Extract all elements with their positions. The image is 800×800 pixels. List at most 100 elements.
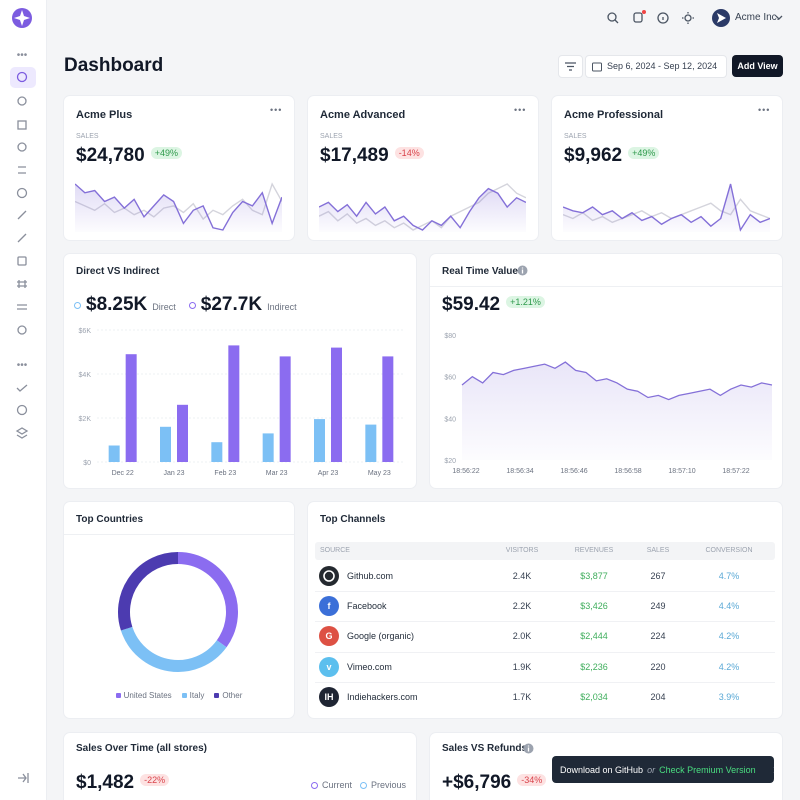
sparkline-line [563,183,770,232]
metric-value: $1,482 [76,772,135,793]
line-chart-card: Real Time Value $59.42 +1.21% $20 $40 $60 $80 1… [430,254,782,488]
sales-card: Acme Professional ••• SALES $9,962 +49% [552,96,782,240]
toast-link[interactable]: Check Premium Version [659,764,756,775]
logo-mark [14,10,30,26]
date-picker[interactable]: Sep 6, 2024 - Sep 12, 2024 [585,55,727,78]
y-tick-label: $60 [444,375,456,382]
toast-close[interactable] [772,765,774,775]
nav-icon[interactable] [16,187,28,199]
account-caret[interactable] [775,15,783,20]
x-tick-label: 18:56:46 [560,468,587,475]
sparkline [75,182,282,232]
cell: 2.2K [512,601,532,612]
total-name: Direct [152,301,176,312]
row-divider [315,621,775,623]
add-view-button[interactable]: Add View [732,55,783,77]
source-icon [319,566,339,586]
nav-icon[interactable] [17,304,27,310]
bar [211,442,223,462]
search-icon[interactable] [607,12,617,22]
sparkline-area [319,188,526,232]
nav-icon[interactable] [17,233,27,243]
nav-icon[interactable] [16,71,28,83]
filter-button[interactable] [558,55,583,78]
notifications-icon[interactable] [633,12,643,23]
legend-label: Current [322,780,353,790]
nav-icon[interactable] [17,96,27,106]
cell: 1.9K [512,661,532,672]
sparkline-line [75,183,282,231]
cell: 2.4K [512,571,532,581]
nav-icon[interactable] [15,427,29,439]
glyph [323,570,335,582]
card-title: Top Channels [320,514,386,525]
y-tick-label: $2K [79,416,92,423]
line [461,361,773,401]
account-name[interactable]: Acme Inc. [735,12,780,23]
sparkline [563,183,770,232]
column-header: SOURCE [320,547,350,554]
nav-icon[interactable] [17,280,27,288]
more-button[interactable]: ••• [270,105,283,115]
source-icon: v [319,656,339,677]
active-item [10,67,36,88]
theme-icon[interactable] [684,14,692,22]
nav-icon[interactable] [16,404,28,416]
nav-icon[interactable] [16,384,28,392]
y-tick-label: $40 [444,416,456,423]
page-title: Dashboard [64,55,164,76]
divider [430,286,782,287]
legend-swatch [214,693,220,698]
nav-icon[interactable] [17,256,27,266]
more-button[interactable]: ••• [514,105,527,115]
legend-label: United States [123,691,172,700]
y-tick-label: $6K [79,328,92,335]
nav-icon[interactable] [17,210,27,220]
card-title: Real Time Value [442,266,518,277]
cell: 249 [650,601,666,612]
avatar-mark [717,13,726,23]
toast: Download on GitHub or Check Premium Versio… [552,756,774,783]
calendar-icon [592,62,602,72]
nav-icon[interactable] [17,120,27,130]
sidebar: ••• ••• [0,0,47,800]
nav-icon[interactable] [17,325,27,335]
cell: 4.4% [718,601,740,612]
x-tick-label: 18:56:22 [452,468,479,475]
x-tick-label: 18:56:58 [614,468,641,475]
cell: 1.7K [512,691,532,702]
sales-card: Acme Plus ••• SALES $24,780 +49% [64,96,294,240]
metric-label: SALES [320,133,343,140]
sparkline-area [563,184,770,232]
column-header: REVENUES [574,547,614,554]
nav-icon[interactable] [18,166,26,174]
y-tick-label: $20 [444,458,456,465]
sales-over-time-card: Sales Over Time (all stores) $1,482 -22% Cu… [64,733,416,800]
bar [228,345,240,462]
info-icon[interactable] [657,12,669,24]
legend-item: Current [311,780,352,790]
cell: 267 [650,571,666,581]
legend-dot [74,301,81,309]
legend-item: Italy [181,691,204,700]
bar [279,356,291,462]
cell: 4.2% [718,631,740,642]
metric-row: +$6,796 -34% [442,772,547,794]
collapse-icon[interactable] [18,773,29,783]
nav-icon[interactable] [17,142,27,152]
more-button[interactable]: ••• [758,105,771,115]
bar [262,433,274,462]
change-badge: -14% [394,147,424,159]
column-header: CONVERSION [705,547,753,554]
metric-value: $9,962 [564,145,623,166]
y-tick-label: $4K [79,372,92,379]
bar [125,354,137,462]
cell: 220 [650,661,666,672]
sales-card: Acme Advanced ••• SALES $17,489 -14% [308,96,538,240]
table-card: Top Channels SOURCE VISITORS REVENUES SALES C… [308,502,782,718]
bar [160,426,171,462]
column-header: SALES [646,547,670,554]
change-badge: +49% [628,147,660,159]
legend-swatch [181,693,187,698]
metric-row: $24,780 +49% [76,145,182,167]
